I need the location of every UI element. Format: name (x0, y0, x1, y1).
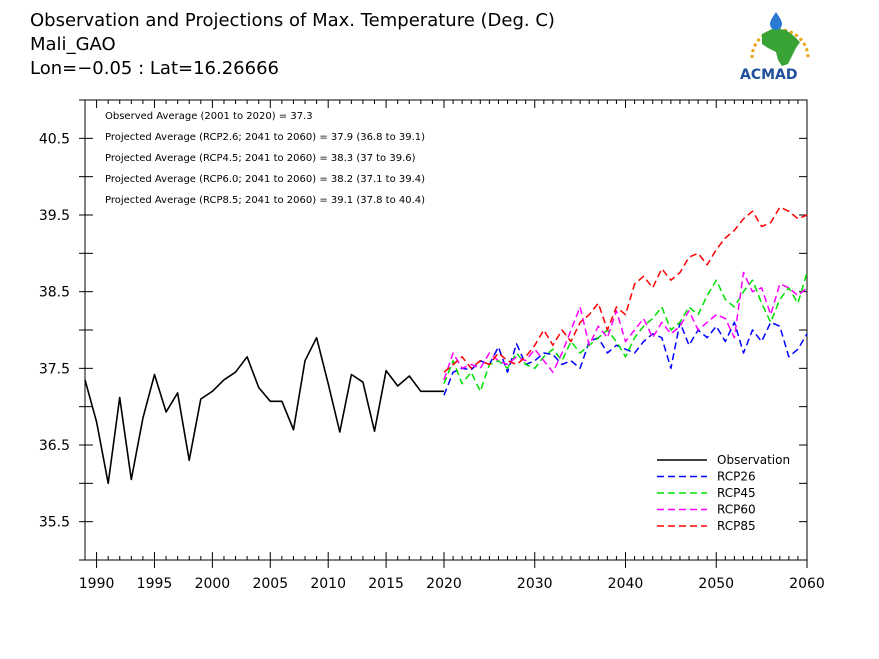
chart-subtitle-coordinates: Lon=−0.05 : Lat=16.26666 (30, 58, 279, 79)
y-tick-label: 39.5 (39, 208, 70, 224)
legend-label-observation: Observation (717, 453, 790, 467)
x-tick-label: 2005 (252, 576, 288, 592)
x-axis-tick-labels: 1990 1995 2000 2005 2010 2015 2020 2030 2040 2050… (79, 576, 825, 592)
x-tick-label: 2030 (517, 576, 553, 592)
series-line-rcp60 (443, 271, 808, 381)
x-tick-label: 2020 (426, 576, 462, 592)
y-tick-label: 37.5 (39, 361, 70, 377)
acmad-logo-text: ACMAD (740, 67, 798, 83)
x-tick-label: 2040 (608, 576, 644, 592)
y-tick-label: 40.5 (39, 131, 70, 147)
legend-label-rcp45: RCP45 (717, 486, 756, 500)
x-tick-label: 2010 (310, 576, 346, 592)
x-tick-label: 2060 (789, 576, 825, 592)
legend-label-rcp60: RCP60 (717, 503, 756, 517)
legend-label-rcp85: RCP85 (717, 519, 756, 533)
axis-ticks (79, 99, 808, 568)
y-tick-label: 35.5 (39, 515, 70, 531)
y-tick-label: 36.5 (39, 438, 70, 454)
series-line-rcp45 (443, 272, 808, 393)
legend-label-rcp26: RCP26 (717, 470, 756, 484)
series-layer (84, 206, 808, 485)
y-axis-tick-labels: 35.5 36.5 37.5 38.5 39.5 40.5 (39, 131, 70, 530)
water-drop-icon (770, 12, 782, 30)
x-tick-label: 2050 (698, 576, 734, 592)
annotation-rcp85-average: Projected Average (RCP8.5; 2041 to 2060)… (105, 195, 425, 206)
annotation-rcp60-average: Projected Average (RCP6.0; 2041 to 2060)… (105, 174, 425, 185)
series-line-rcp85 (443, 206, 808, 373)
annotation-observed-average: Observed Average (2001 to 2020) = 37.3 (105, 111, 313, 122)
x-tick-label: 1995 (137, 576, 173, 592)
x-tick-label: 2000 (195, 576, 231, 592)
x-tick-label: 2015 (368, 576, 404, 592)
legend: Observation RCP26 RCP45 RCP60 RCP85 (657, 453, 790, 533)
series-line-observation (84, 336, 444, 485)
series-line-rcp26 (443, 321, 808, 396)
acmad-logo: ACMAD (740, 12, 810, 83)
annotation-block: Observed Average (2001 to 2020) = 37.3 P… (105, 111, 425, 206)
chart-title: Observation and Projections of Max. Temp… (30, 10, 555, 31)
africa-shape-icon (762, 28, 800, 66)
chart-subtitle-station: Mali_GAO (30, 34, 116, 55)
africa-map-icon (750, 12, 810, 66)
y-tick-label: 38.5 (39, 285, 70, 301)
annotation-rcp26-average: Projected Average (RCP2.6; 2041 to 2060)… (105, 132, 425, 143)
annotation-rcp45-average: Projected Average (RCP4.5; 2041 to 2060)… (105, 153, 416, 164)
x-tick-label: 1990 (79, 576, 115, 592)
